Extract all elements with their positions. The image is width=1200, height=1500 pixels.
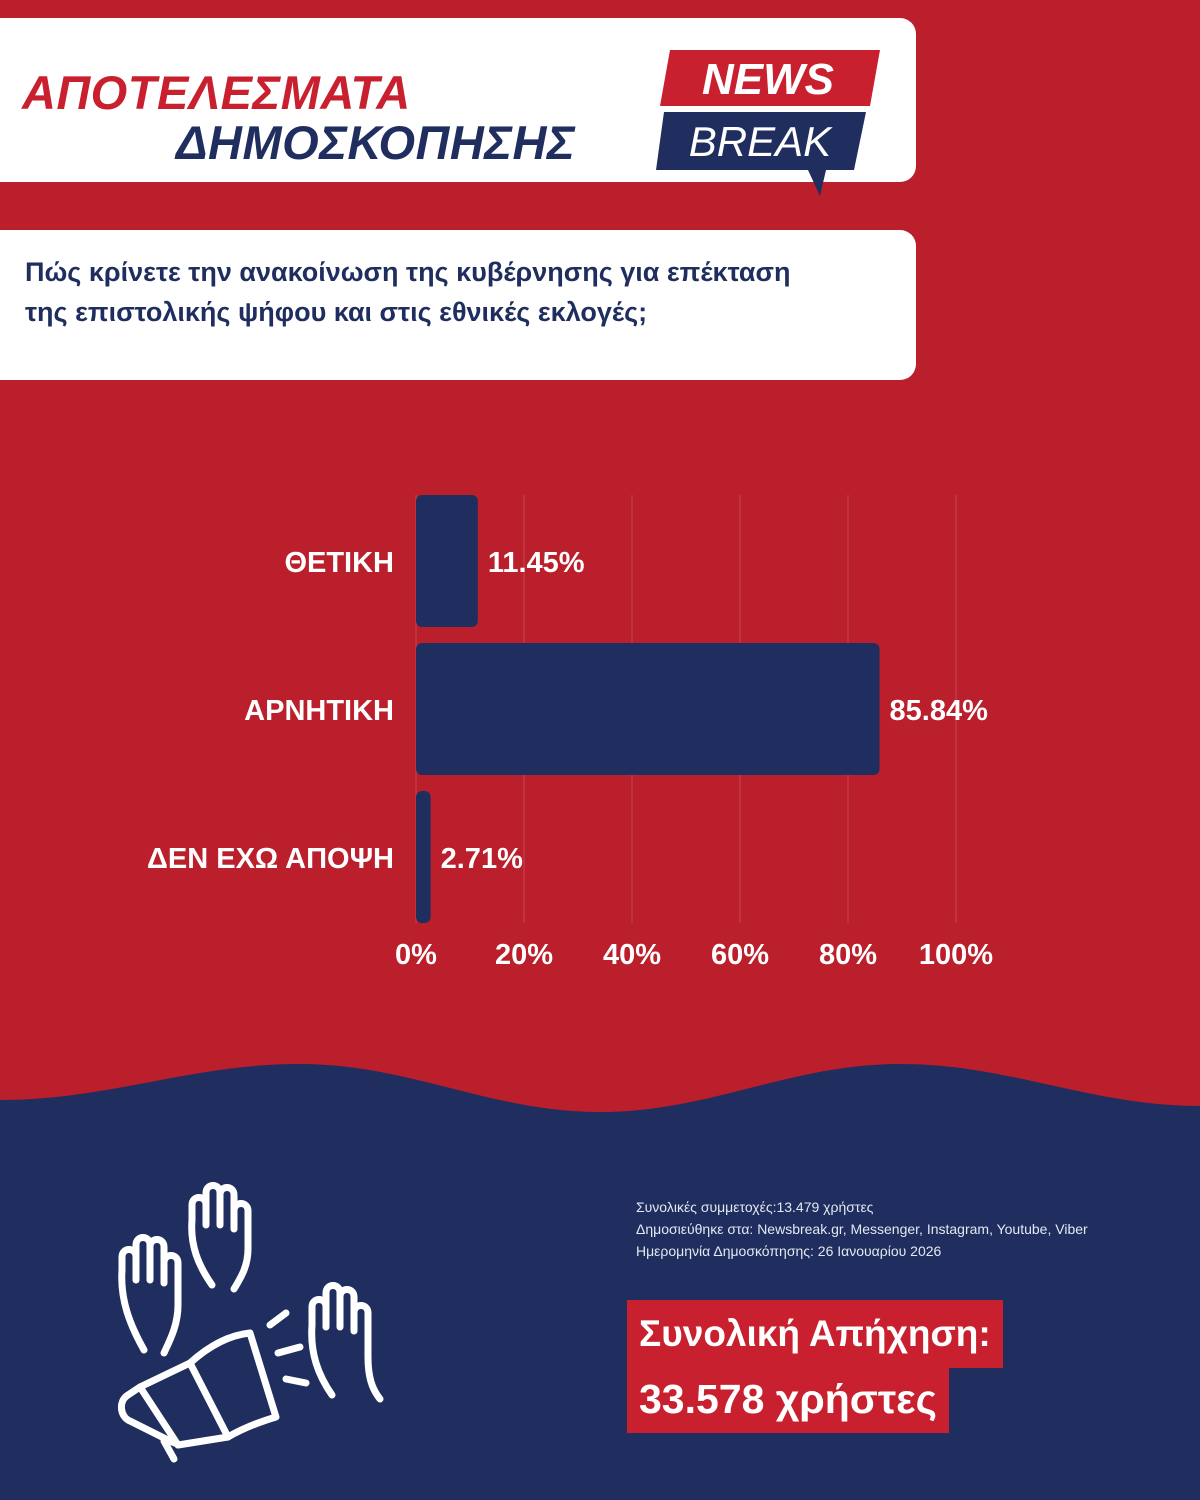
logo-word-break: BREAK <box>689 118 833 165</box>
x-tick-label: 20% <box>495 939 553 971</box>
category-label: ΘΕΤΙΚΗ <box>284 547 394 579</box>
value-label: 11.45% <box>488 547 585 579</box>
poll-info: Συνολικές συμμετοχές:13.479 χρήστες Δημο… <box>636 1196 1088 1262</box>
title-line-1: ΑΠΟΤΕΛΕΣΜΑΤΑ <box>22 66 411 119</box>
title-line-2: ΔΗΜΟΣΚΟΠΗΣΗΣ <box>176 116 576 169</box>
participants-text: Συνολικές συμμετοχές:13.479 χρήστες <box>636 1199 874 1215</box>
x-tick-label: 0% <box>395 939 437 971</box>
question-card <box>0 230 916 380</box>
raised-hands-megaphone-icon <box>118 1182 384 1463</box>
bar <box>416 643 880 775</box>
total-reach-label: Συνολική Απήχηση: <box>627 1300 1003 1368</box>
bar-chart: ΘΕΤΙΚΗ 11.45% ΑΡΝΗΤΙΚΗ 85.84% ΔΕΝ ΕΧΩ ΑΠΟΨΗ 2… <box>147 495 993 971</box>
x-tick-label: 80% <box>819 939 877 971</box>
bar <box>416 495 478 627</box>
value-label: 85.84% <box>890 695 989 727</box>
question-text: Πώς κρίνετε την ανακοίνωση της κυβέρνηση… <box>25 257 791 327</box>
x-tick-label: 100% <box>919 939 993 971</box>
logo-word-news: NEWS <box>702 55 834 104</box>
x-tick-label: 40% <box>603 939 661 971</box>
bar <box>416 791 431 923</box>
value-label: 2.71% <box>441 843 523 875</box>
total-reach-value: 33.578 χρήστες <box>627 1365 949 1433</box>
category-label: ΔΕΝ ΕΧΩ ΑΠΟΨΗ <box>147 843 394 875</box>
category-label: ΑΡΝΗΤΙΚΗ <box>244 695 394 727</box>
x-tick-label: 60% <box>711 939 769 971</box>
published-text: Δημοσιεύθηκε στα: Newsbreak.gr, Messenge… <box>636 1221 1088 1237</box>
date-text: Ημερομηνία Δημοσκόπησης: 26 Ιανουαρίου 2… <box>636 1243 942 1259</box>
newsbreak-logo: NEWS BREAK <box>656 50 880 196</box>
